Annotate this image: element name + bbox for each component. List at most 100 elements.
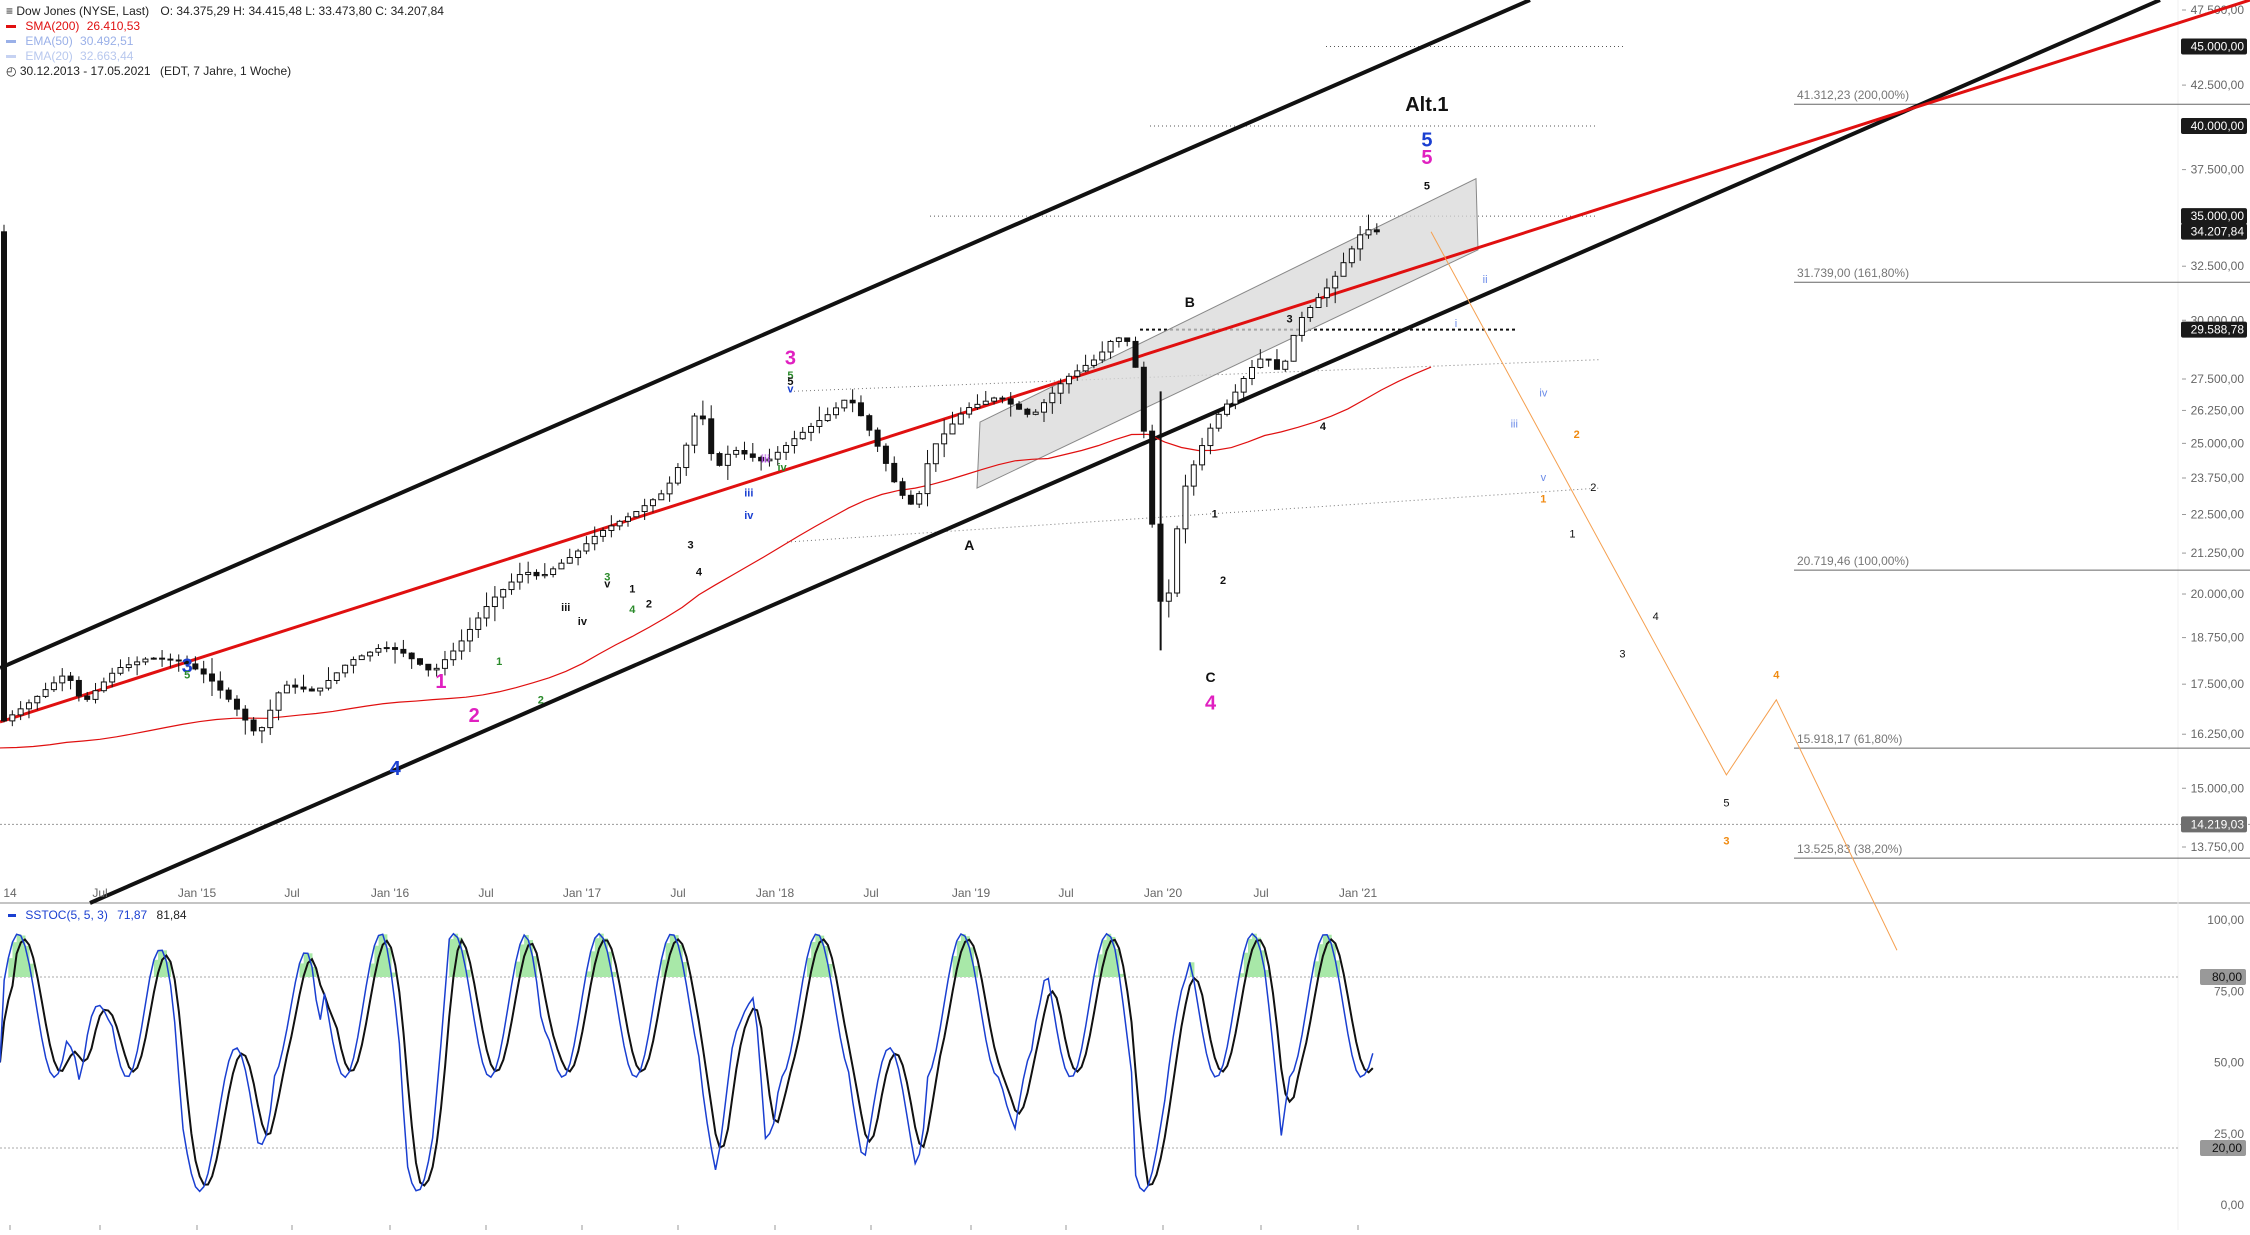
price-tag-label: 35.000,00	[2191, 209, 2245, 223]
overbought-fill	[153, 959, 159, 977]
candle-body	[1298, 317, 1305, 336]
candle-body	[317, 687, 324, 692]
candle-body	[92, 690, 99, 700]
candle-body	[1041, 402, 1047, 413]
candle-body	[1007, 398, 1014, 405]
candle-body	[508, 581, 515, 591]
candle-body	[142, 658, 149, 663]
overbought-fill	[20, 935, 26, 977]
projection-label: 2	[1590, 482, 1596, 494]
candle-body	[766, 458, 773, 462]
candle-body	[1340, 262, 1347, 277]
overbought-fill	[29, 963, 34, 977]
candle-body	[799, 431, 806, 440]
projection-label: iii	[1511, 418, 1518, 430]
wave-label: 5	[184, 669, 190, 681]
price-axis-label: 23.750,00	[2191, 471, 2245, 485]
overbought-fill	[965, 936, 970, 977]
ema20-swatch	[6, 55, 16, 59]
wave-label: v	[604, 578, 611, 590]
sma200-line	[0, 366, 1432, 749]
wave-label: 3	[785, 347, 796, 369]
overbought-fill	[952, 956, 958, 977]
overbought-fill	[673, 935, 679, 977]
wave-label: 5	[787, 376, 793, 388]
legend-sma200[interactable]: SMA(200) 26.410,53	[6, 19, 444, 34]
ema50-swatch	[6, 40, 16, 44]
candle-body	[300, 686, 307, 690]
overbought-fill	[678, 944, 683, 977]
candle-body	[1149, 430, 1156, 525]
wave-label: Alt.1	[1405, 94, 1448, 116]
candle-body	[633, 511, 640, 518]
overbought-fill	[16, 934, 22, 977]
candle-body	[924, 463, 931, 495]
candle-body	[1199, 445, 1206, 466]
upper-channel-line	[0, 0, 1531, 670]
wave-label: 1	[1212, 509, 1218, 521]
candle-body	[34, 695, 41, 704]
candle-body	[974, 403, 981, 409]
candle-body	[1348, 248, 1355, 264]
sstoc-value: 71,87	[117, 908, 148, 922]
overbought-fill	[819, 935, 825, 977]
wave-label: 5	[1424, 181, 1430, 193]
overbought-fill	[524, 935, 529, 977]
candle-body	[1332, 275, 1339, 289]
candle-body	[541, 574, 548, 577]
candle-body	[159, 657, 166, 660]
overbought-fill	[1331, 943, 1336, 977]
candle-body	[1165, 592, 1172, 602]
candle-body	[100, 681, 107, 692]
time-axis-label: Jan '15	[178, 886, 217, 900]
projection-label: 1	[1540, 494, 1546, 506]
candle-body	[666, 482, 673, 495]
fib-level-label: 41.312,23 (200,00%)	[1797, 88, 1909, 102]
overbought-fill	[815, 934, 821, 977]
candle-body	[150, 657, 157, 660]
candle-body	[1224, 403, 1231, 415]
candle-body	[533, 571, 540, 577]
candle-body	[791, 438, 798, 447]
sstoc-label: SSTOC(5, 5, 3)	[25, 908, 108, 922]
candle-body	[1257, 358, 1264, 368]
candle-body	[433, 667, 440, 671]
candle-body	[658, 493, 665, 501]
overbought-fill	[24, 945, 30, 977]
wave-label: 5	[787, 370, 793, 382]
wave-label: 4	[696, 567, 703, 579]
candle-body	[441, 659, 448, 669]
legend-ema50[interactable]: EMA(50) 30.492,51	[6, 34, 444, 49]
candle-body	[358, 655, 365, 661]
stoch-signal-line	[0, 937, 1374, 1187]
legend-ema20[interactable]: EMA(20) 32.663,44	[6, 49, 444, 64]
candle-body	[1024, 408, 1031, 415]
candle-body	[184, 660, 191, 665]
candle-body	[342, 664, 349, 674]
candle-body	[175, 659, 182, 662]
overbought-fill	[1264, 970, 1270, 977]
wave-label: A	[964, 537, 974, 553]
candle-body	[109, 672, 116, 683]
candle-body	[350, 659, 357, 666]
wave-label: v	[787, 384, 794, 396]
price-tag-label: 14.219,03	[2191, 817, 2245, 831]
candle-body	[1032, 411, 1039, 415]
candle-body	[1174, 528, 1181, 594]
candle-body	[1057, 383, 1064, 394]
overbought-fill	[1098, 954, 1103, 977]
candle-body	[932, 443, 939, 465]
candle-body	[67, 675, 74, 681]
overbought-fill	[1256, 937, 1261, 977]
candle-body	[774, 451, 781, 460]
candle-body	[891, 462, 898, 483]
candle-body	[59, 675, 66, 684]
stochastic-pane: 100,00 75,00 50,00 25,00 0,00 80,00 20,00	[0, 913, 2246, 1212]
wave-label: B	[1185, 294, 1195, 310]
wave-label: 3	[687, 539, 693, 551]
stochastic-legend: SSTOC(5, 5, 3) 71,87 81,84	[8, 908, 187, 922]
candle-body	[1065, 375, 1072, 385]
candle-body	[42, 689, 49, 697]
price-tag-label: 40.000,00	[2191, 119, 2245, 133]
